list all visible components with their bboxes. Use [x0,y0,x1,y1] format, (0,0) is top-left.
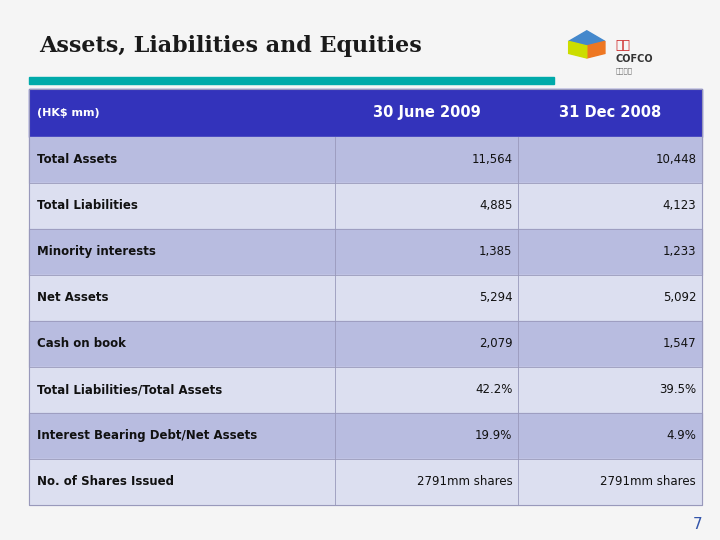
Polygon shape [569,31,605,46]
Text: 2791mm shares: 2791mm shares [417,475,513,488]
Text: Total Liabilities/Total Assets: Total Liabilities/Total Assets [37,383,222,396]
Text: 2,079: 2,079 [479,338,513,350]
Text: 31 Dec 2008: 31 Dec 2008 [559,105,661,120]
Text: Cash on book: Cash on book [37,338,126,350]
Bar [29,413,702,459]
Bar [29,89,702,137]
Text: 39.5%: 39.5% [659,383,696,396]
Text: Net Assets: Net Assets [37,291,109,304]
Bar [29,137,702,183]
Text: COFCO: COFCO [616,55,653,64]
Text: 7: 7 [693,517,702,532]
Text: 4,123: 4,123 [662,199,696,212]
Text: 1,233: 1,233 [662,245,696,258]
Text: 1,385: 1,385 [479,245,513,258]
Text: 5,294: 5,294 [479,291,513,304]
Text: 中粮: 中粮 [616,39,631,52]
Text: 10,448: 10,448 [655,153,696,166]
Text: 中粮集团: 中粮集团 [616,67,633,73]
Text: 1,547: 1,547 [662,338,696,350]
Bar [29,459,702,505]
Bar [29,77,554,84]
Text: 42.2%: 42.2% [475,383,513,396]
Bar [29,275,702,321]
Text: Total Liabilities: Total Liabilities [37,199,138,212]
Text: Total Assets: Total Assets [37,153,117,166]
Text: 2791mm shares: 2791mm shares [600,475,696,488]
Polygon shape [569,42,587,58]
Text: 11,564: 11,564 [472,153,513,166]
Text: 19.9%: 19.9% [475,429,513,442]
Bar [547,11,713,92]
Bar [29,367,702,413]
Text: 4.9%: 4.9% [667,429,696,442]
Bar [29,89,702,505]
Text: (HK$ mm): (HK$ mm) [37,108,100,118]
Text: 30 June 2009: 30 June 2009 [373,105,480,120]
Text: 5,092: 5,092 [662,291,696,304]
Bar [29,228,702,275]
Text: Minority interests: Minority interests [37,245,156,258]
Text: 4,885: 4,885 [479,199,513,212]
Text: Assets, Liabilities and Equities: Assets, Liabilities and Equities [40,35,423,57]
Bar [29,321,702,367]
Polygon shape [587,42,605,58]
Text: No. of Shares Issued: No. of Shares Issued [37,475,174,488]
Bar [29,183,702,229]
Text: Interest Bearing Debt/Net Assets: Interest Bearing Debt/Net Assets [37,429,258,442]
